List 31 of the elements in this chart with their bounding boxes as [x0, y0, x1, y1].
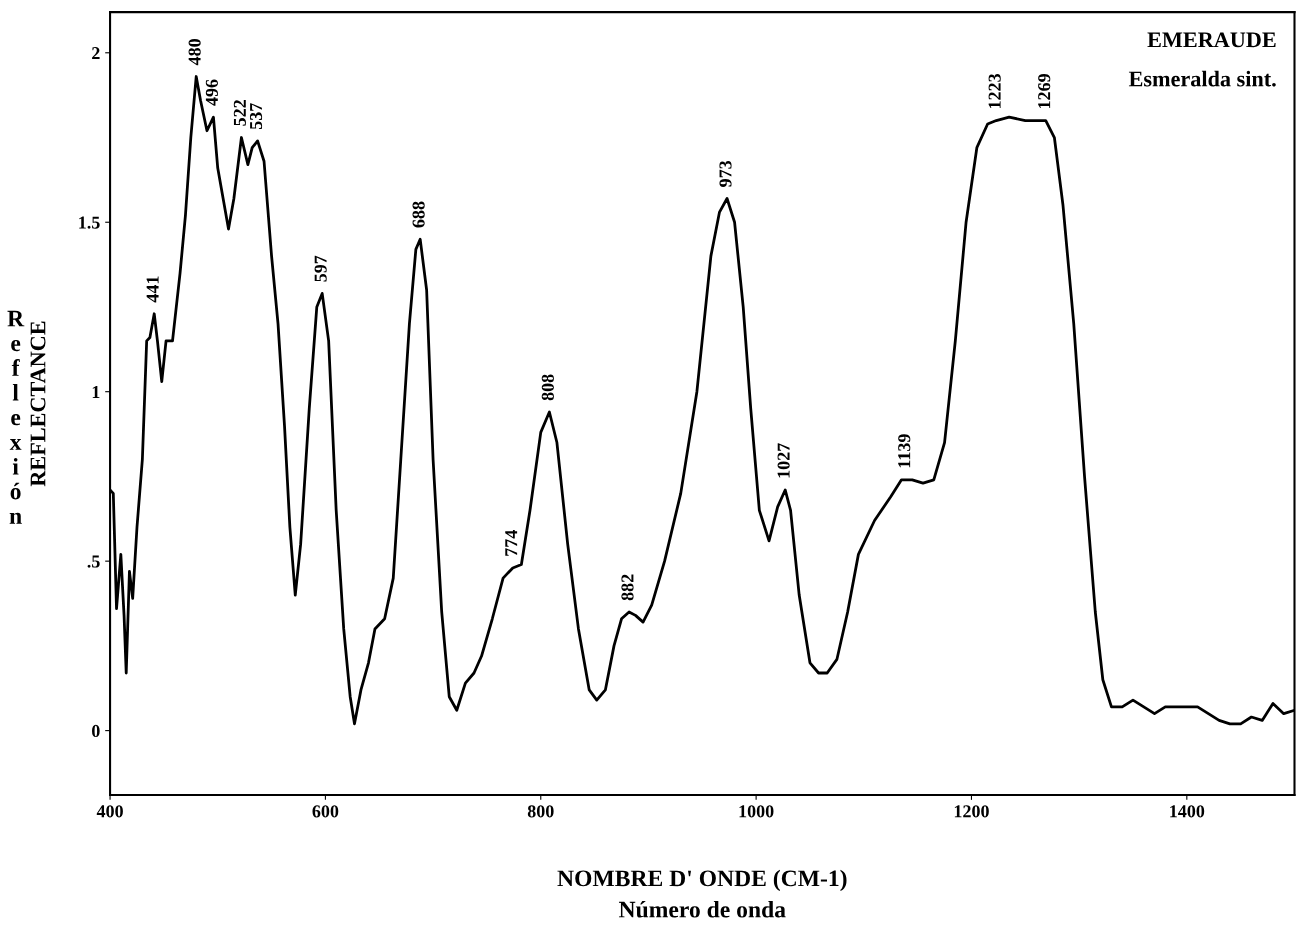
annotation: 597 [314, 255, 327, 282]
annotation: 1223 [988, 73, 1001, 109]
annotation: 808 [541, 374, 554, 401]
y-tick-label: 1.5 [79, 216, 100, 229]
y-tick-label: .5 [87, 555, 100, 568]
annotation: 496 [205, 79, 218, 106]
annotation: 688 [412, 201, 425, 228]
annotation: 774 [505, 530, 518, 556]
annotation: 480 [188, 39, 201, 66]
x-tick-label: 400 [96, 805, 123, 818]
x-tick-label: 800 [527, 805, 554, 818]
annotation: 1269 [1038, 74, 1051, 109]
x-tick-label: 1000 [739, 805, 774, 818]
x-tick-label: 600 [312, 805, 339, 818]
y-tick-label: 0 [92, 724, 100, 738]
annotation: 1027 [777, 443, 790, 478]
text: Reflexión [7, 310, 25, 524]
annotation: 522 [233, 100, 246, 126]
annotation: 441 [146, 276, 159, 303]
text: Esmeralda sint. [1128, 70, 1276, 87]
y-tick-label: 2 [92, 47, 100, 60]
y-tick-label: 1 [92, 386, 100, 398]
annotation: 1139 [898, 434, 911, 468]
annotation: 973 [719, 160, 732, 187]
annotation: 882 [621, 574, 634, 601]
text: EMERAUDE [1147, 32, 1276, 48]
y-axis-title: REFLECTANCE [30, 321, 46, 487]
annotation: 537 [249, 103, 263, 130]
x-axis-title: NOMBRE D' ONDE (CM-1) Número de onda [557, 869, 847, 918]
x-tick-label: 1200 [954, 805, 989, 818]
x-tick-label: 1400 [1170, 805, 1205, 818]
